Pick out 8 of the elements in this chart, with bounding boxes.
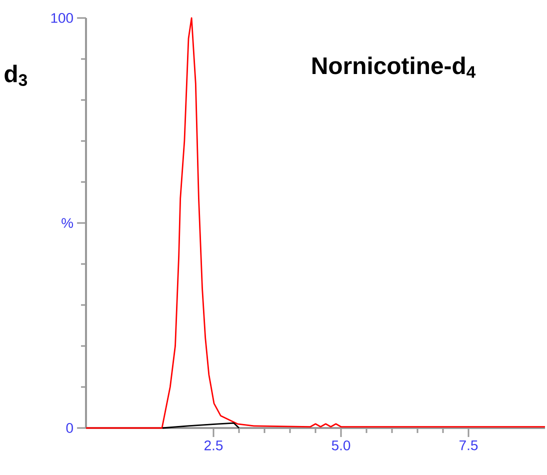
x-tick-label: 7.5 (460, 440, 478, 450)
x-tick-label: 2.5 (204, 440, 223, 450)
y-tick-label: % (62, 218, 74, 228)
text: d$_{3}$ (4, 64, 27, 86)
x-tick-label: 5.0 (332, 440, 350, 450)
y-tick-label: 100 (51, 13, 73, 23)
y-tick-label: 0 (66, 423, 73, 433)
chart-title: Nornicotine-d$_{4}$ (312, 56, 476, 78)
